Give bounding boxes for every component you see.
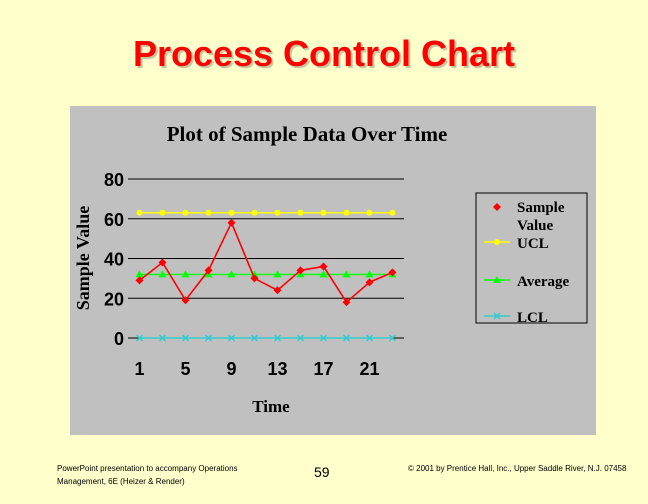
data-point <box>205 209 212 216</box>
data-point <box>296 266 305 275</box>
legend-marker <box>493 312 501 320</box>
data-point <box>158 270 167 278</box>
x-tick-label: 5 <box>180 359 190 379</box>
data-point <box>228 209 235 216</box>
data-point <box>135 334 144 342</box>
data-point <box>319 334 328 342</box>
chart-title: Plot of Sample Data Over Time <box>167 122 448 146</box>
data-point <box>204 334 213 342</box>
footer-credit: PowerPoint presentation to accompany Ope… <box>57 464 238 486</box>
legend-label: UCL <box>517 236 549 252</box>
data-point <box>366 209 373 216</box>
x-tick-label: 1 <box>134 359 144 379</box>
data-point <box>227 334 236 342</box>
data-point <box>319 270 328 278</box>
legend-label: Sample <box>517 200 565 216</box>
data-point <box>204 266 213 275</box>
data-point <box>136 209 143 216</box>
data-point <box>365 334 374 342</box>
series-line <box>139 220 393 304</box>
x-axis-label: Time <box>252 397 290 416</box>
data-point <box>158 258 167 267</box>
legend-label: Average <box>517 274 570 290</box>
data-point <box>227 270 236 278</box>
data-point <box>250 334 259 342</box>
legend-box <box>475 192 588 324</box>
legend-marker <box>494 239 500 245</box>
process-control-chart: Plot of Sample Data Over Time 0 20 40 60 80 1 5… <box>73 122 588 416</box>
data-point <box>181 334 190 342</box>
y-tick-label: 20 <box>104 289 124 309</box>
x-tick-label: 17 <box>313 359 333 379</box>
data-point <box>273 334 282 342</box>
data-point <box>273 286 282 295</box>
y-tick-label: 80 <box>104 170 124 190</box>
page-number: 59 <box>314 464 330 480</box>
legend-label: Value <box>517 218 553 234</box>
data-point <box>274 209 281 216</box>
data-point <box>250 274 259 283</box>
legend-marker <box>493 203 501 211</box>
x-tick-label: 21 <box>359 359 379 379</box>
data-point <box>342 270 351 278</box>
data-point <box>251 209 258 216</box>
y-tick-label: 40 <box>104 250 124 270</box>
x-tick-label: 13 <box>267 359 287 379</box>
data-point <box>342 298 351 307</box>
y-axis-label: Sample Value <box>73 206 93 311</box>
data-point <box>343 209 350 216</box>
data-point <box>319 262 328 271</box>
legend-marker <box>493 276 501 283</box>
data-point <box>159 209 166 216</box>
chart-panel: Plot of Sample Data Over Time 0 20 40 60 80 1 5… <box>70 106 596 435</box>
legend-label: LCL <box>517 310 548 326</box>
data-point <box>388 334 397 342</box>
x-tick-label: 9 <box>226 359 236 379</box>
data-point <box>182 209 189 216</box>
data-point <box>135 276 144 285</box>
data-point <box>342 334 351 342</box>
slide-title: Process Control Chart <box>132 33 516 74</box>
data-point <box>227 218 236 227</box>
data-point <box>297 209 304 216</box>
y-tick-label: 60 <box>104 210 124 230</box>
data-point <box>389 209 396 216</box>
data-point <box>365 270 374 278</box>
data-point <box>365 278 374 287</box>
data-point <box>158 334 167 342</box>
data-point <box>296 334 305 342</box>
data-point <box>388 268 397 277</box>
data-point <box>181 270 190 278</box>
y-tick-label: 0 <box>114 329 124 349</box>
data-point <box>135 270 144 278</box>
data-point <box>181 296 190 305</box>
footer-copyright: © 2001 by Prentice Hall, Inc., Upper Sad… <box>408 464 627 473</box>
data-point <box>320 209 327 216</box>
data-point <box>273 270 282 278</box>
